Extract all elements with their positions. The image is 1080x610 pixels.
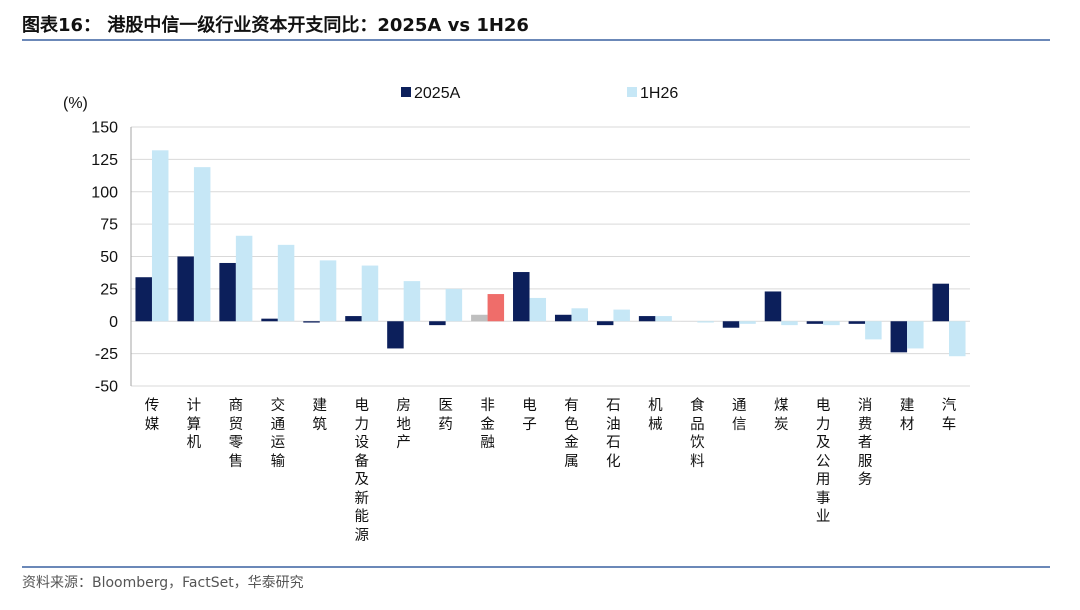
y-tick-label: 0 <box>109 314 118 331</box>
bar-2025a-19 <box>890 321 908 353</box>
y-tick-label: 100 <box>91 184 118 201</box>
bar-2025a-17 <box>806 321 824 324</box>
bar-2025a-13 <box>638 316 656 322</box>
bar-2025a-4 <box>261 318 278 322</box>
bar-2025a-5 <box>303 321 320 323</box>
bar-1h26-9 <box>487 294 505 322</box>
bar-1h26-1 <box>151 150 169 322</box>
bar-2025a-2 <box>177 256 194 322</box>
bar-1h26-3 <box>235 235 253 322</box>
legend-label-2025a: 2025A <box>414 85 461 102</box>
y-tick-label: 50 <box>100 249 118 266</box>
y-tick-label: 75 <box>100 217 118 234</box>
bar-2025a-16 <box>764 291 782 322</box>
bar-1h26-16 <box>781 321 798 326</box>
bar-1h26-5 <box>319 260 337 322</box>
bar-1h26-2 <box>193 167 211 322</box>
bar-2025a-9 <box>471 314 488 322</box>
bar-1h26-18 <box>865 321 882 340</box>
bar-1h26-13 <box>655 316 672 322</box>
bar-1h26-11 <box>571 308 588 322</box>
bar-1h26-12 <box>613 309 630 322</box>
page-title: 图表16： 港股中信一级行业资本开支同比：2025A vs 1H26 <box>22 15 529 36</box>
bar-2025a-6 <box>345 316 362 322</box>
bar-2025a-20 <box>932 283 950 322</box>
bar-1h26-17 <box>823 321 840 326</box>
bar-1h26-7 <box>403 281 421 322</box>
bar-2025a-7 <box>387 321 404 349</box>
bar-2025a-1 <box>135 277 152 322</box>
y-tick-label: 25 <box>100 281 118 298</box>
bar-2025a-8 <box>429 321 446 326</box>
y-tick-label: 125 <box>91 152 118 169</box>
bar-2025a-15 <box>722 321 740 328</box>
bar-1h26-14 <box>697 321 714 323</box>
legend-swatch-1h26 <box>627 87 637 97</box>
header-divider <box>22 39 1050 41</box>
bar-1h26-10 <box>529 297 547 322</box>
bar-1h26-8 <box>445 288 463 322</box>
footer-divider <box>22 566 1050 568</box>
bar-2025a-18 <box>848 321 866 324</box>
bar-2025a-10 <box>513 272 530 322</box>
legend-swatch-2025a <box>401 87 411 97</box>
bar-1h26-19 <box>907 321 924 349</box>
bar-2025a-12 <box>596 321 614 326</box>
bar-1h26-15 <box>739 321 756 324</box>
bar-2025a-3 <box>219 262 236 322</box>
y-tick-label: -25 <box>95 346 118 363</box>
bar-1h26-6 <box>361 265 379 322</box>
legend-label-1h26: 1H26 <box>640 85 678 102</box>
y-tick-label: 150 <box>91 120 118 137</box>
bar-2025a-11 <box>554 314 572 322</box>
y-axis-label: (%) <box>63 95 88 112</box>
bar-1h26-20 <box>949 321 966 357</box>
y-tick-label: -50 <box>95 379 118 396</box>
bar-1h26-4 <box>277 244 295 322</box>
source-note: 资料来源：Bloomberg，FactSet，华泰研究 <box>22 575 304 591</box>
